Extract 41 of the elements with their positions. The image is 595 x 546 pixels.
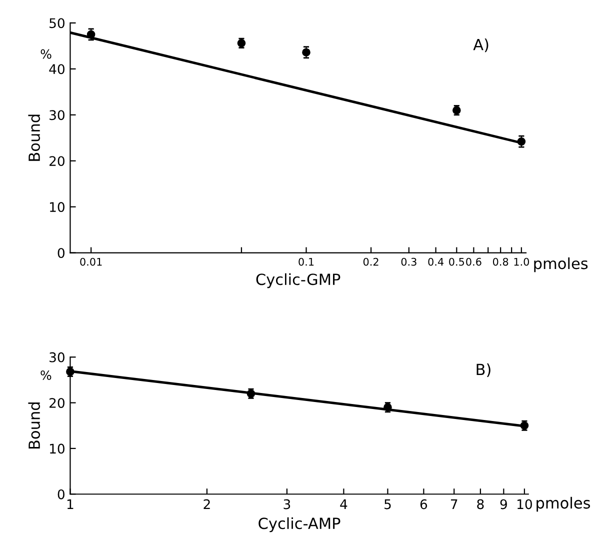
x-axis-title: Cyclic-GMP xyxy=(256,273,340,288)
x-tick-label: 5 xyxy=(384,499,391,510)
y-tick-label: 20 xyxy=(50,156,64,166)
point xyxy=(517,137,526,146)
text: pmoles xyxy=(534,257,588,272)
y-tick-label: 30 xyxy=(50,352,64,362)
text: % xyxy=(40,370,52,380)
x-tick-label: 10 xyxy=(518,499,532,510)
annotation: B) xyxy=(476,363,490,378)
x-tick-label: 0.1 xyxy=(298,258,314,266)
x-axis-title: Cyclic-AMP xyxy=(258,517,340,532)
x-tick-label: 0.5 xyxy=(449,258,464,266)
x-tick-label: 0.3 xyxy=(401,258,416,266)
y-axis-title: Bound xyxy=(28,402,40,449)
y-tick-label: 50 xyxy=(50,18,64,28)
y-tick-label: 40 xyxy=(49,64,64,74)
y-tick-label: 0 xyxy=(58,489,64,500)
x-tick-label: 0.4 xyxy=(428,258,444,266)
x-tick-label: 2 xyxy=(204,499,210,510)
x-tick-label: 0.01 xyxy=(80,258,102,266)
x-tick-label: 6 xyxy=(420,499,428,510)
annotation: A) xyxy=(473,38,488,52)
x-tick-label: 1.0 xyxy=(514,258,530,266)
y-tick-label: 10 xyxy=(50,202,64,212)
x-tick-label: 4 xyxy=(340,499,348,510)
y-tick-label: 0 xyxy=(58,248,64,258)
text: % xyxy=(40,49,52,59)
y-axis-title: Bound xyxy=(28,114,40,161)
text: pmoles xyxy=(536,496,590,512)
x-tick-label: 3 xyxy=(284,499,290,510)
point xyxy=(302,48,310,57)
x-tick-label: 8 xyxy=(477,499,484,510)
x-tick-label: 0.2 xyxy=(363,258,378,266)
x-tick-label: 7 xyxy=(450,499,458,510)
y-tick-label: 10 xyxy=(50,444,64,454)
x-tick-label: 0.6 xyxy=(466,258,482,266)
y-tick-label: 20 xyxy=(50,398,64,408)
x-tick-label: 9 xyxy=(500,499,507,510)
x-tick-label: 1 xyxy=(67,499,74,510)
y-tick-label: 30 xyxy=(50,110,64,120)
x-tick-label: 0.8 xyxy=(492,258,508,266)
